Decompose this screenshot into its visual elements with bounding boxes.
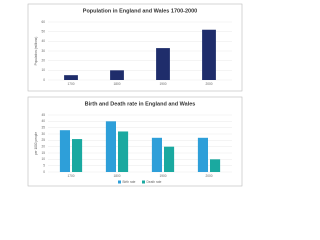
bar	[105, 121, 116, 172]
bar	[197, 137, 208, 172]
y-tick-label: 35	[41, 126, 45, 130]
y-tick-label: 60	[41, 20, 45, 24]
y-tick-label: 45	[41, 113, 45, 117]
legend-swatch	[142, 180, 145, 184]
bar	[59, 130, 70, 172]
legend-label: Death rate	[147, 180, 162, 184]
y-tick-label: 40	[41, 39, 45, 43]
x-tick-label: 1800	[113, 174, 120, 178]
chart-title: Birth and Death rate in England and Wale…	[85, 101, 196, 107]
y-tick-label: 40	[41, 119, 45, 123]
legend-label: Birth rate	[123, 180, 136, 184]
bar	[210, 159, 221, 172]
x-tick-label: 2000	[205, 174, 212, 178]
chart-title: Population in England and Wales 1700-200…	[83, 8, 197, 14]
legend-swatch	[118, 180, 121, 184]
y-tick-label: 0	[43, 170, 45, 174]
y-tick-label: 10	[41, 157, 45, 161]
bar	[64, 75, 78, 80]
x-tick-label: 1900	[159, 174, 166, 178]
y-tick-label: 10	[41, 68, 45, 72]
bar	[202, 29, 216, 80]
bar	[72, 139, 83, 172]
y-tick-label: 20	[41, 59, 45, 63]
page: {"chart_data": [ {"type": "bar", "title"…	[27, 3, 243, 187]
bar	[151, 137, 162, 172]
y-tick-label: 20	[41, 145, 45, 149]
bar	[164, 146, 175, 172]
y-tick-label: 15	[41, 151, 45, 155]
y-tick-label: 30	[41, 132, 45, 136]
x-tick-label: 1900	[159, 82, 166, 86]
y-axis-label: Population (millions)	[34, 37, 38, 66]
x-tick-label: 1800	[113, 82, 120, 86]
x-tick-label: 1700	[67, 82, 74, 86]
y-tick-label: 25	[41, 138, 45, 142]
x-tick-label: 1700	[67, 174, 74, 178]
bar	[118, 131, 129, 172]
bar	[156, 48, 170, 80]
y-axis-label: per 1000 people	[34, 132, 38, 155]
y-tick-label: 30	[41, 49, 45, 53]
charts: Population in England and Wales 1700-200…	[27, 3, 243, 187]
y-tick-label: 0	[43, 78, 45, 82]
bar	[110, 70, 124, 80]
y-tick-label: 50	[41, 30, 45, 34]
x-tick-label: 2000	[205, 82, 212, 86]
y-tick-label: 5	[43, 164, 45, 168]
